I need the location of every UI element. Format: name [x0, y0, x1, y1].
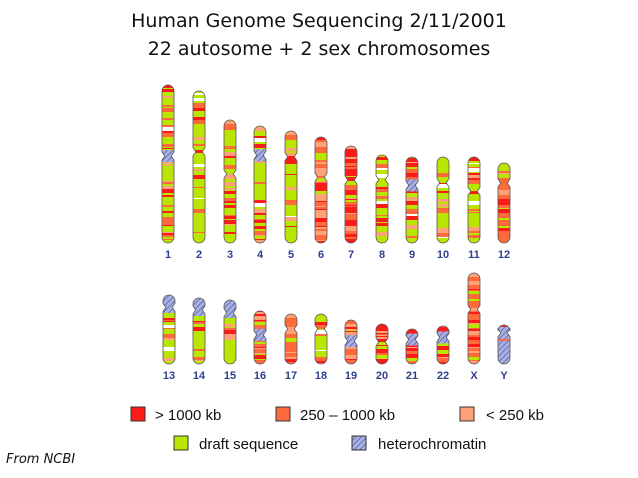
source-credit: From NCBI	[6, 452, 76, 467]
legend-item: > 1000 kb	[130, 406, 221, 424]
chromosome-7: 7	[344, 145, 358, 261]
legend-swatch	[275, 406, 291, 422]
legend-label: < 250 kb	[486, 407, 544, 424]
chromosome-13: 13	[162, 294, 176, 382]
chromosome-label: 3	[227, 249, 233, 261]
legend-label: > 1000 kb	[155, 407, 221, 424]
chromosome-label: 13	[163, 370, 175, 382]
chromosome-label: X	[470, 370, 478, 382]
chromosome-label: 22	[437, 370, 449, 382]
chromosome-8: 8	[375, 154, 389, 261]
chromosome-label: 7	[348, 249, 354, 261]
chromosome-label: 6	[318, 249, 324, 261]
chromosome-label: 9	[409, 249, 415, 261]
chromosome-label: 12	[498, 249, 510, 261]
legend-item: heterochromatin	[351, 435, 486, 453]
legend-swatch	[173, 435, 189, 451]
chromosome-10: 10	[436, 156, 450, 261]
chromosome-16: 16	[253, 310, 267, 382]
chromosome-12: 12	[497, 162, 511, 261]
chromosome-label: 21	[406, 370, 418, 382]
legend-item: draft sequence	[173, 435, 298, 453]
chromosome-label: 14	[193, 370, 206, 382]
chromosome-y: Y	[497, 324, 511, 382]
legend-item: 250 – 1000 kb	[275, 406, 395, 424]
chromosome-label: 11	[468, 249, 480, 261]
chromosome-label: 2	[196, 249, 202, 261]
chromosome-9: 9	[405, 156, 419, 261]
chromosome-label: 16	[254, 370, 266, 382]
page-title: Human Genome Sequencing 2/11/2001	[131, 10, 507, 32]
chromosome-19: 19	[344, 319, 358, 382]
legend-swatch	[351, 435, 367, 451]
chromosome-label: 1	[165, 249, 171, 261]
legend-label: 250 – 1000 kb	[300, 407, 395, 424]
chromosome-3: 3	[223, 119, 237, 261]
chromosome-label: 5	[288, 249, 294, 261]
chromosome-21: 21	[405, 328, 419, 382]
chromosome-11: 11	[467, 156, 481, 261]
chromosome-label: 10	[437, 249, 449, 261]
chromosome-label: 19	[345, 370, 357, 382]
page-subtitle: 22 autosome + 2 sex chromosomes	[147, 38, 491, 60]
legend-item: < 250 kb	[459, 406, 544, 424]
autosomes-row-1: 1 2 3 4 5 6 7 8 9 10 11 12	[161, 84, 511, 261]
chromosome-x: X	[467, 272, 481, 382]
chromosome-label: 15	[224, 370, 236, 382]
chromosome-5: 5	[284, 130, 298, 261]
chromosome-6: 6	[314, 136, 328, 261]
chromosome-15: 15	[223, 299, 237, 382]
chromosome-label: Y	[500, 370, 508, 382]
chromosome-label: 8	[379, 249, 385, 261]
chromosome-22: 22	[436, 325, 450, 382]
legend-label: heterochromatin	[378, 436, 486, 453]
chromosome-18: 18	[314, 313, 328, 382]
chromosome-label: 18	[315, 370, 327, 382]
legend-label: draft sequence	[199, 436, 298, 453]
autosomes-row-2: 13 14 15 16 17 18 19 20 21 22 X Y	[162, 272, 511, 382]
chromosome-17: 17	[284, 313, 298, 382]
chromosome-2: 2	[192, 90, 206, 261]
legend-swatch	[130, 406, 146, 422]
chromosome-20: 20	[375, 323, 389, 382]
chromosome-label: 4	[257, 249, 264, 261]
chromosome-1: 1	[161, 84, 175, 261]
chromosome-4: 4	[253, 125, 267, 261]
legend: > 1000 kb 250 – 1000 kb < 250 kb draft sequ…	[130, 406, 544, 453]
chromosome-14: 14	[192, 297, 206, 382]
chromosome-label: 17	[285, 370, 297, 382]
legend-swatch	[459, 406, 475, 422]
chromosome-label: 20	[376, 370, 388, 382]
